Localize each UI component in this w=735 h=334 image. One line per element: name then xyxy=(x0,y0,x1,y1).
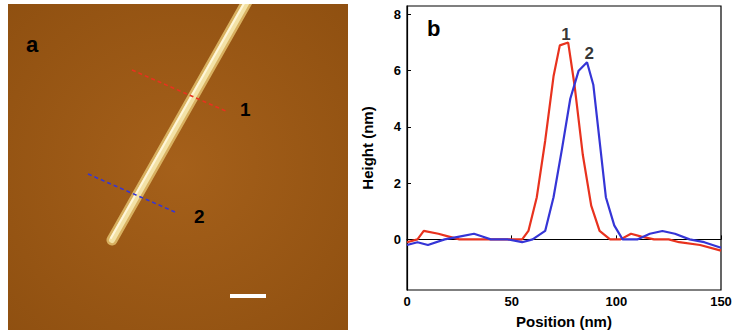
svg-text:Height (nm): Height (nm) xyxy=(359,106,376,189)
svg-text:100: 100 xyxy=(605,294,627,309)
svg-text:Position (nm): Position (nm) xyxy=(516,313,612,330)
svg-text:0: 0 xyxy=(403,294,410,309)
svg-text:6: 6 xyxy=(394,63,401,78)
svg-text:0: 0 xyxy=(394,232,401,247)
svg-text:1: 1 xyxy=(240,99,251,120)
svg-text:2: 2 xyxy=(584,44,593,63)
svg-text:2: 2 xyxy=(394,176,401,191)
svg-text:150: 150 xyxy=(710,294,732,309)
svg-text:2: 2 xyxy=(194,206,205,227)
svg-text:b: b xyxy=(427,16,440,41)
svg-text:50: 50 xyxy=(504,294,518,309)
svg-text:1: 1 xyxy=(561,25,570,44)
svg-text:4: 4 xyxy=(394,119,402,134)
svg-text:8: 8 xyxy=(394,7,401,22)
svg-text:a: a xyxy=(26,32,39,57)
